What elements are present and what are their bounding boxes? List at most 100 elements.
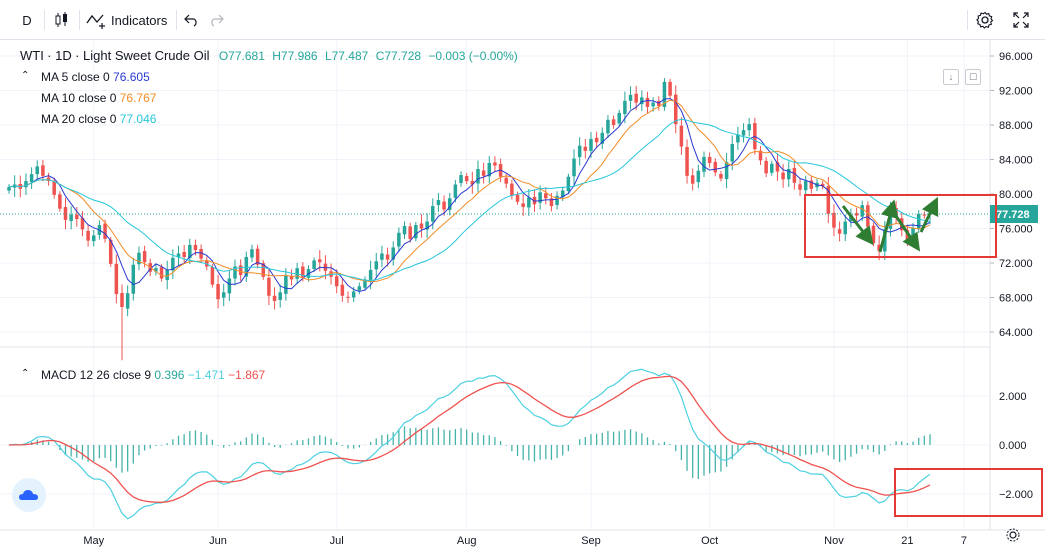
candle-body <box>555 195 559 206</box>
candle-body <box>7 187 11 191</box>
candle-body <box>131 264 136 294</box>
candle-body <box>600 132 605 144</box>
candle-body <box>741 130 746 136</box>
indicators-button[interactable]: Indicators <box>86 8 170 32</box>
axis-settings-button[interactable] <box>1006 528 1020 542</box>
x-tick-label: Nov <box>824 535 844 547</box>
arrow-down-1[interactable] <box>841 205 874 246</box>
candle-body <box>798 184 802 190</box>
candle-body <box>922 214 927 216</box>
candle-body <box>340 284 345 296</box>
time-axis[interactable]: May Jun Jul Aug Sep Oct Nov 21 7 <box>83 535 967 547</box>
candle-body <box>623 100 627 114</box>
candle-body <box>764 160 768 174</box>
candle-body <box>871 225 876 244</box>
candle-body <box>549 198 554 207</box>
high-value: H77.986 <box>272 49 318 63</box>
y-tick-label: 88.000 <box>999 120 1033 132</box>
candle-body <box>781 172 785 180</box>
gear-icon <box>976 11 994 29</box>
candle-body <box>589 138 593 151</box>
y-tick-label: 68.000 <box>999 293 1033 305</box>
candle-body <box>63 207 68 220</box>
collapse-macd-button[interactable]: ⌃ <box>21 368 30 379</box>
ma5-legend[interactable]: MA 5 close 0 76.605 <box>41 70 150 84</box>
candle-body <box>832 212 836 228</box>
candle-body <box>883 229 887 252</box>
interval-button[interactable]: D <box>22 12 32 28</box>
candle-body <box>103 223 107 239</box>
y-tick-label: 84.000 <box>999 155 1033 167</box>
candle-body <box>447 198 452 211</box>
toolbar-divider <box>79 10 80 30</box>
candle-body <box>425 221 429 230</box>
fullscreen-button[interactable] <box>1010 8 1032 32</box>
candle-body <box>916 213 921 230</box>
candle-body <box>803 181 808 191</box>
candle-body <box>566 176 571 192</box>
candles-icon <box>55 12 67 27</box>
macd-y-tick-label: 2.000 <box>999 391 1027 403</box>
candle-body <box>250 249 254 258</box>
candle-body <box>459 175 463 183</box>
last-price-label: 77.728 <box>996 209 1030 221</box>
tradingview-logo[interactable] <box>12 478 46 512</box>
candle-body <box>419 223 424 229</box>
annotation-box-price[interactable] <box>804 194 997 258</box>
scroll-down-button[interactable]: ↓ <box>943 69 959 85</box>
candle-body <box>736 134 740 143</box>
candle-body <box>606 119 610 134</box>
candles-series <box>7 78 932 361</box>
candle-body <box>560 190 565 198</box>
collapse-legend-button[interactable]: ⌃ <box>21 70 30 81</box>
price-axis[interactable]: 96.000 92.000 88.000 84.000 80.000 76.000 72.0… <box>990 51 1033 501</box>
ma20-legend[interactable]: MA 20 close 0 77.046 <box>41 112 156 126</box>
undo-button[interactable] <box>182 8 202 32</box>
candle-body <box>272 295 277 301</box>
price-chart-canvas[interactable]: 96.00092.00088.00084.00080.00076.00072.0… <box>0 40 1045 552</box>
candle-body <box>301 266 305 277</box>
candle-body <box>199 249 203 259</box>
candle-body <box>707 156 712 163</box>
ma10-value: 76.767 <box>119 91 157 105</box>
candle-body <box>436 200 441 206</box>
x-tick-label: Jun <box>209 535 227 547</box>
candles-chart-type-button[interactable] <box>50 8 74 32</box>
candle-body <box>80 217 85 230</box>
y-tick-label: 72.000 <box>999 258 1033 270</box>
settings-button[interactable] <box>974 8 996 32</box>
arrow-down-2[interactable] <box>894 215 921 252</box>
candle-body <box>52 181 56 195</box>
ma10-legend[interactable]: MA 10 close 0 76.767 <box>41 91 156 105</box>
y-tick-label: 64.000 <box>999 327 1033 339</box>
symbol-ticker[interactable]: WTI <box>20 48 44 63</box>
maximize-pane-button[interactable]: ☐ <box>965 69 981 85</box>
macd-label: MACD 12 26 close 9 <box>41 368 152 382</box>
candle-body <box>860 205 864 217</box>
candle-body <box>628 94 633 101</box>
close-value: C77.728 <box>375 49 422 63</box>
candle-body <box>171 257 175 271</box>
candle-body <box>205 260 209 267</box>
annotation-box-macd[interactable] <box>894 468 1043 517</box>
macd-legend[interactable]: MACD 12 26 close 9 0.396 −1.471 −1.867 <box>41 368 265 382</box>
x-tick-label: Sep <box>581 535 601 547</box>
symbol-name: Light Sweet Crude Oil <box>83 48 210 63</box>
x-tick-label: 7 <box>961 535 967 547</box>
chart-area[interactable]: 96.000 92.000 88.000 84.000 80.000 76.000 72.0… <box>0 40 1045 552</box>
candle-body <box>521 203 525 207</box>
y-tick-label: 96.000 <box>999 51 1033 63</box>
arrow-up-2[interactable] <box>919 196 939 233</box>
candle-body <box>216 284 220 300</box>
redo-button[interactable] <box>206 8 226 32</box>
candle-body <box>176 253 181 258</box>
w-pattern-arrows[interactable] <box>841 196 939 253</box>
arrow-up-1[interactable] <box>878 199 899 253</box>
y-tick-label: 80.000 <box>999 189 1033 201</box>
candle-body <box>108 239 113 264</box>
fullscreen-icon <box>1013 12 1029 28</box>
candle-body <box>724 162 729 179</box>
candle-body <box>380 253 384 260</box>
macd-signal-line <box>8 375 931 503</box>
candle-body <box>408 226 412 239</box>
